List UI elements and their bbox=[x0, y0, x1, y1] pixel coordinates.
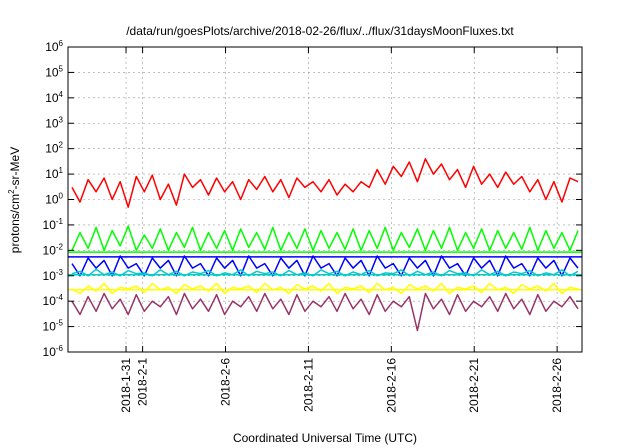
y-tick-label: 10-5 bbox=[43, 319, 64, 334]
x-tick-label: 2018-2-26 bbox=[550, 358, 564, 413]
x-tick-label: 2018-1-31 bbox=[119, 358, 133, 413]
series-line-0 bbox=[71, 158, 579, 208]
y-axis-label: protons/cm2-sr-MeV bbox=[7, 147, 22, 253]
grid-lines bbox=[68, 47, 582, 352]
y-axis-ticks: 10-6 10-5 10-4 10-3 10-2 10-1 100 101 102 103 104 1… bbox=[43, 39, 582, 359]
y-tick-label: 101 bbox=[45, 166, 63, 181]
series-group bbox=[71, 158, 579, 332]
series-line-3 bbox=[71, 268, 579, 277]
y-tick-label: 10-3 bbox=[43, 268, 64, 283]
x-tick-label: 2018-2-21 bbox=[467, 358, 481, 413]
y-tick-label: 10-6 bbox=[43, 344, 64, 359]
y-tick-label: 10-2 bbox=[43, 242, 64, 257]
reference-lines bbox=[68, 251, 582, 291]
y-tick-label: 10-1 bbox=[43, 217, 64, 232]
x-tick-label: 2018-2-16 bbox=[384, 358, 398, 413]
y-tick-label: 106 bbox=[45, 39, 63, 54]
y-tick-label: 100 bbox=[45, 192, 63, 207]
series-line-4 bbox=[71, 282, 579, 295]
x-axis-ticks: 2018-1-31 2018-2-1 2018-2-6 2018-2-11 2018-2… bbox=[119, 47, 564, 413]
y-tick-label: 10-4 bbox=[43, 293, 64, 308]
series-line-1 bbox=[71, 225, 579, 252]
x-axis-label: Coordinated Universal Time (UTC) bbox=[233, 431, 417, 445]
chart-title: /data/run/goesPlots/archive/2018-02-26/f… bbox=[126, 24, 514, 38]
series-line-2 bbox=[71, 255, 579, 277]
x-tick-label: 2018-2-6 bbox=[219, 358, 233, 406]
x-tick-label: 2018-2-11 bbox=[301, 358, 315, 412]
y-tick-label: 105 bbox=[45, 64, 63, 79]
y-tick-label: 104 bbox=[45, 90, 63, 105]
y-tick-label: 103 bbox=[45, 115, 63, 130]
series-line-5 bbox=[71, 292, 579, 332]
y-tick-label: 102 bbox=[45, 141, 63, 156]
x-tick-label: 2018-2-1 bbox=[136, 358, 150, 406]
